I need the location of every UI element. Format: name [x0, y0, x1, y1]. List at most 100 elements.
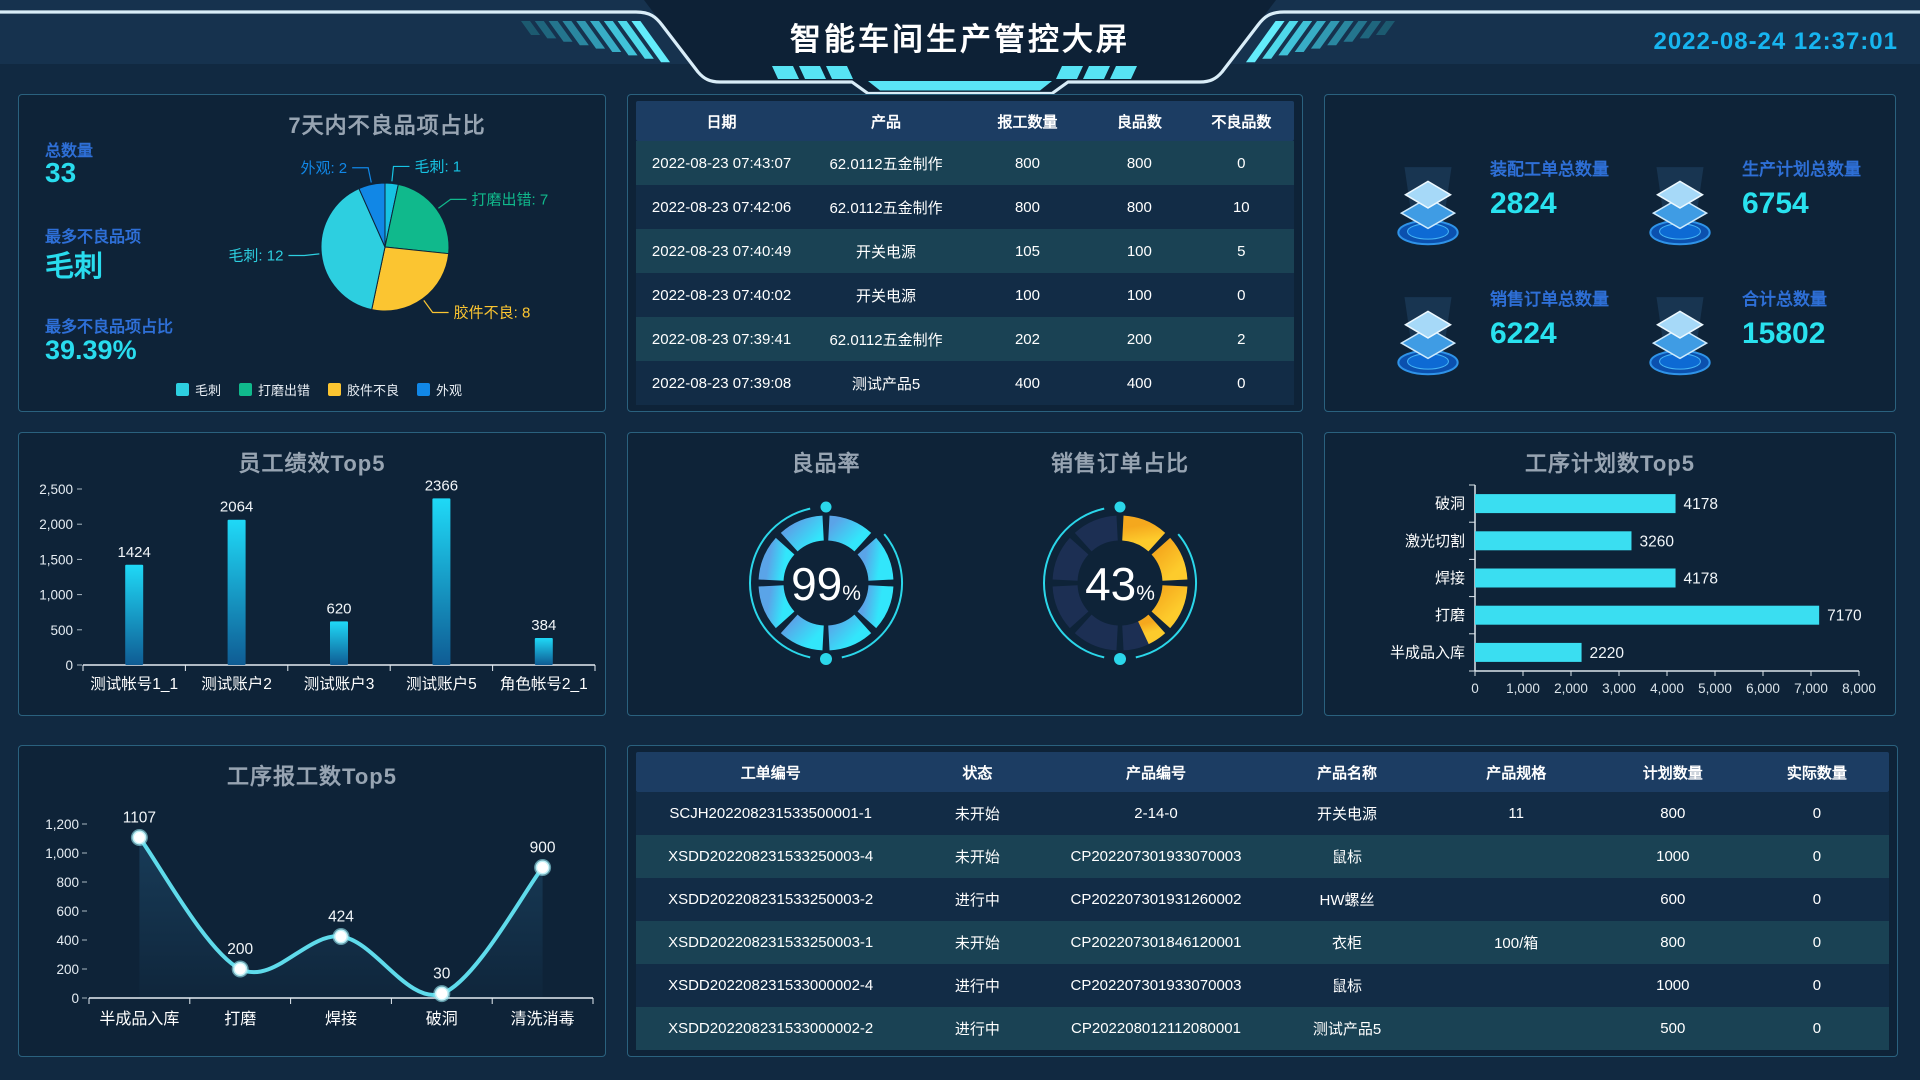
- table-cell: 开关电源: [856, 287, 917, 305]
- table-cell: 62.0112五金制作: [829, 155, 943, 173]
- column-header: 报工数量: [997, 113, 1058, 131]
- table-cell: 进行中: [954, 1021, 1000, 1038]
- stat-card-value: 6224: [1490, 317, 1557, 350]
- pie-slice-label: 外观: 2: [300, 160, 347, 177]
- process-plan-hbar-chart: 0 1,000 2,000 3,000 4,000 5,000 6,000 7,000 8,00…: [1390, 484, 1876, 696]
- table-row: 2022-08-23 07:40:49 开关电源 105 100 5: [636, 229, 1294, 273]
- icon-diamond-lower: [1399, 196, 1457, 230]
- square-decoration-right: [1056, 66, 1083, 79]
- table-row: 2022-08-23 07:40:02 开关电源 100 100 0: [636, 273, 1294, 317]
- gauge-segment: [758, 584, 795, 629]
- y-axis-category-label: 半成品入库: [1390, 644, 1465, 661]
- good-rate-title: 良品率: [791, 451, 861, 476]
- column-header: 状态: [962, 764, 993, 782]
- table-cell: 2022-08-23 07:39:08: [651, 374, 792, 392]
- pie-legend: 毛刺 打磨出错 胶件不良 外观: [59, 380, 579, 399]
- column-header: 不良品数: [1211, 113, 1272, 131]
- legend-label: 外观: [436, 383, 463, 398]
- pie-slice-label: 毛刺: 12: [228, 247, 283, 264]
- square-decoration-right: [1110, 66, 1137, 79]
- y-axis-tick-label: 1,000: [39, 588, 73, 603]
- y-axis-tick-label: 1,000: [45, 846, 79, 861]
- table-cell: 600: [1660, 891, 1686, 908]
- table-cell: 2022-08-23 07:42:06: [651, 198, 792, 216]
- bar-value-label: 7170: [1827, 608, 1862, 625]
- work-order-table-header: 工单编号 状态 产品编号 产品名称 产品规格 计划数量 实际数量: [636, 752, 1889, 792]
- bar-value-label: 4178: [1684, 571, 1718, 588]
- table-cell: 10: [1232, 198, 1250, 216]
- good-rate-unit: %: [842, 582, 861, 605]
- table-row: XSDD202208231533250003-2 进行中 CP20220730193…: [636, 878, 1889, 921]
- y-axis-category-label: 激光切割: [1405, 533, 1465, 550]
- table-cell: 未开始: [954, 849, 1000, 866]
- slash-decoration-left: [521, 21, 541, 35]
- gauge-segment: [1052, 584, 1089, 629]
- table-cell: 100: [1126, 242, 1152, 260]
- gauge-segment: [827, 515, 872, 552]
- table-cell: 11: [1508, 805, 1524, 822]
- top-defect-value: 毛刺: [45, 251, 104, 283]
- table-cell: 62.0112五金制作: [829, 199, 943, 217]
- y-axis-tick-label: 600: [56, 904, 79, 919]
- data-point: [130, 828, 148, 846]
- point-value-label: 1107: [123, 809, 156, 826]
- table-cell: 105: [1014, 242, 1040, 260]
- slash-decoration-right: [1310, 21, 1340, 49]
- stat-card-value: 6754: [1742, 187, 1809, 220]
- top-defect-ratio-value: 39.39%: [45, 335, 137, 365]
- x-axis-category-label: 测试帐号1_1: [90, 675, 178, 693]
- table-cell: 鼠标: [1332, 849, 1363, 866]
- slash-decoration-left: [617, 21, 654, 59]
- y-axis-tick-label: 800: [56, 875, 79, 890]
- slash-decoration-left: [603, 21, 638, 56]
- table-cell: 400: [1126, 374, 1152, 392]
- table-cell: 未开始: [954, 806, 1000, 823]
- bar: [1475, 642, 1582, 662]
- legend-item[interactable]: 胶件不良: [328, 380, 399, 399]
- bar-value-label: 4178: [1684, 496, 1718, 513]
- table-cell: 1000: [1656, 848, 1690, 865]
- order-stat-card: 销售订单总数量 6224: [1382, 285, 1652, 405]
- table-cell: 鼠标: [1332, 978, 1363, 995]
- bar: [330, 621, 348, 665]
- column-header: 工单编号: [740, 764, 801, 782]
- stat-card-label: 生产计划总数量: [1742, 160, 1861, 179]
- table-cell: 800: [1014, 198, 1040, 216]
- panel-order-stats: 装配工单总数量 2824 生产计划总数量 6754 销售订单总数量 6224 合计总数量 15…: [1324, 94, 1896, 412]
- slash-decoration-right: [1278, 21, 1313, 56]
- work-order-table: 工单编号 状态 产品编号 产品名称 产品规格 计划数量 实际数量 SCJH202208231…: [636, 752, 1889, 1050]
- y-axis-category-label: 破洞: [1435, 496, 1465, 513]
- y-axis-category-label: 打磨: [1435, 607, 1465, 624]
- employee-performance-bar-chart: 0 500 1,000 1,500 2,000 2,500 1424 测试帐号1_1 2064 测…: [39, 477, 596, 693]
- legend-item[interactable]: 打磨出错: [238, 380, 310, 399]
- slash-decoration-left: [548, 21, 573, 42]
- y-axis-tick-label: 2,500: [39, 482, 73, 497]
- gauge-decoration-arc: [749, 507, 811, 659]
- legend-label: 胶件不良: [347, 383, 400, 398]
- column-header: 产品: [871, 113, 902, 131]
- table-cell: 800: [1126, 154, 1152, 172]
- table-row: XSDD202208231533250003-1 未开始 CP20220730184…: [636, 921, 1889, 964]
- legend-item[interactable]: 毛刺: [175, 380, 221, 399]
- total-count-value: 33: [45, 157, 77, 188]
- column-header: 产品规格: [1486, 764, 1547, 782]
- table-row: 2022-08-23 07:43:07 62.0112五金制作 800 800 0: [636, 141, 1294, 185]
- clock-timestamp: 2022-08-24 12:37:01: [1653, 28, 1898, 55]
- x-axis-category-label: 测试账户3: [304, 675, 375, 693]
- bar: [534, 637, 553, 665]
- table-cell: 0: [1812, 891, 1822, 908]
- report-table-header: 日期 产品 报工数量 良品数 不良品数: [636, 101, 1294, 141]
- gauge-segment: [758, 537, 795, 582]
- sales-ratio-unit: %: [1136, 582, 1155, 605]
- legend-item[interactable]: 外观: [417, 380, 462, 399]
- data-point: [433, 985, 451, 1003]
- stat-card-label: 合计总数量: [1742, 290, 1827, 309]
- y-axis-category-label: 焊接: [1435, 570, 1465, 587]
- table-cell: CP202208012112080001: [1071, 1020, 1241, 1037]
- table-cell: 400: [1014, 374, 1040, 392]
- table-cell: 未开始: [954, 935, 1000, 952]
- slash-decoration-right: [1359, 21, 1382, 39]
- panel-process-plan: 工序计划数Top5 0 1,000 2,000 3,000 4,000 5,000 6,00…: [1324, 432, 1896, 716]
- table-cell: 2: [1237, 330, 1246, 348]
- order-stat-card: 装配工单总数量 2824: [1382, 155, 1652, 275]
